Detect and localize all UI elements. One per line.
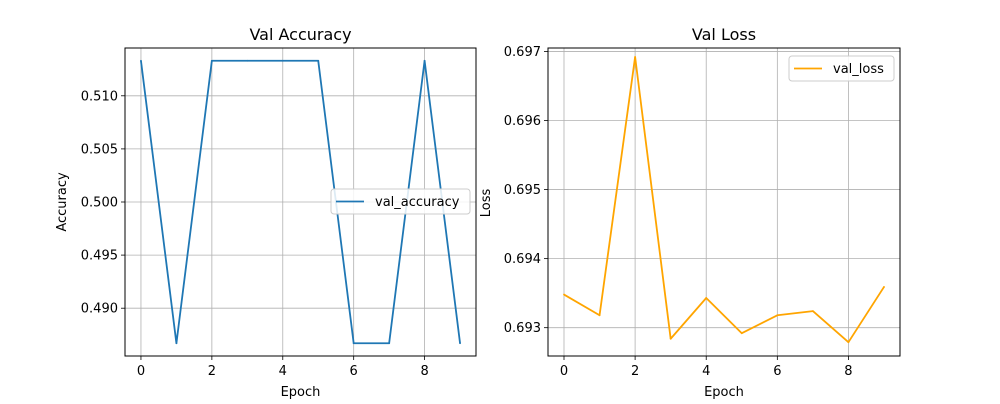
x-tick-label: 2 <box>631 364 639 379</box>
legend-box <box>330 188 471 215</box>
x-tick-label: 0 <box>137 364 145 379</box>
x-axis-label: Epoch <box>281 385 321 400</box>
data-point <box>281 59 284 62</box>
x-tick-label: 0 <box>560 364 568 379</box>
legend: val_accuracy <box>330 188 471 215</box>
y-tick-label: 0.495 <box>81 249 118 264</box>
data-point <box>776 314 779 317</box>
data-point <box>423 59 426 62</box>
data-point <box>598 314 601 317</box>
y-tick-label: 0.505 <box>81 142 118 157</box>
legend-label-val-loss: val_loss <box>833 62 884 77</box>
gridlines <box>548 48 900 356</box>
series-line-val-loss <box>563 56 885 344</box>
plot-area <box>548 48 900 356</box>
data-point <box>246 59 249 62</box>
x-tick-label: 4 <box>702 364 710 379</box>
legend: val_loss <box>788 55 895 82</box>
data-point <box>883 286 885 288</box>
y-tick-label: 0.500 <box>81 196 118 211</box>
data-point <box>388 342 391 345</box>
chart-title: Val Loss <box>692 25 756 44</box>
legend-label-val-accuracy: val_accuracy <box>375 195 460 210</box>
series-lines <box>563 56 885 344</box>
data-point <box>352 342 355 345</box>
x-tick-label: 6 <box>350 364 358 379</box>
ticks: 0 2 4 6 8 0.693 0.694 0.695 0.696 0.697 <box>504 45 853 379</box>
x-tick-label: 8 <box>420 364 428 379</box>
plot-frame <box>547 47 901 357</box>
x-tick-label: 2 <box>208 364 216 379</box>
y-tick-label: 0.694 <box>504 252 541 267</box>
x-tick-label: 8 <box>844 364 852 379</box>
data-point <box>847 341 850 344</box>
data-point <box>317 59 320 62</box>
y-tick-label: 0.697 <box>504 45 541 60</box>
data-point <box>563 293 565 296</box>
chart-title: Val Accuracy <box>249 25 351 44</box>
data-point <box>634 56 637 58</box>
y-tick-label: 0.693 <box>504 321 541 336</box>
x-tick-label: 6 <box>773 364 781 379</box>
y-axis-label: Accuracy <box>55 172 70 232</box>
ticks: 0 2 4 6 8 0.490 0.495 0.500 0.505 0.510 <box>81 89 429 379</box>
data-point <box>175 342 178 345</box>
val-accuracy-chart: 0 2 4 6 8 0.490 0.495 0.500 0.505 0.510 Val Accur… <box>55 25 477 400</box>
x-tick-label: 4 <box>279 364 287 379</box>
data-point <box>140 59 142 62</box>
y-tick-label: 0.490 <box>81 302 118 317</box>
data-point <box>705 297 708 299</box>
data-point <box>210 59 213 62</box>
data-point <box>459 342 461 345</box>
y-tick-label: 0.696 <box>504 114 541 129</box>
y-axis-label: Loss <box>479 189 494 218</box>
y-tick-label: 0.695 <box>504 183 541 198</box>
x-axis-label: Epoch <box>704 385 744 400</box>
legend-box <box>788 55 895 82</box>
data-point <box>669 337 672 340</box>
data-point <box>811 310 814 313</box>
y-tick-label: 0.510 <box>81 89 118 104</box>
data-point <box>740 332 743 335</box>
